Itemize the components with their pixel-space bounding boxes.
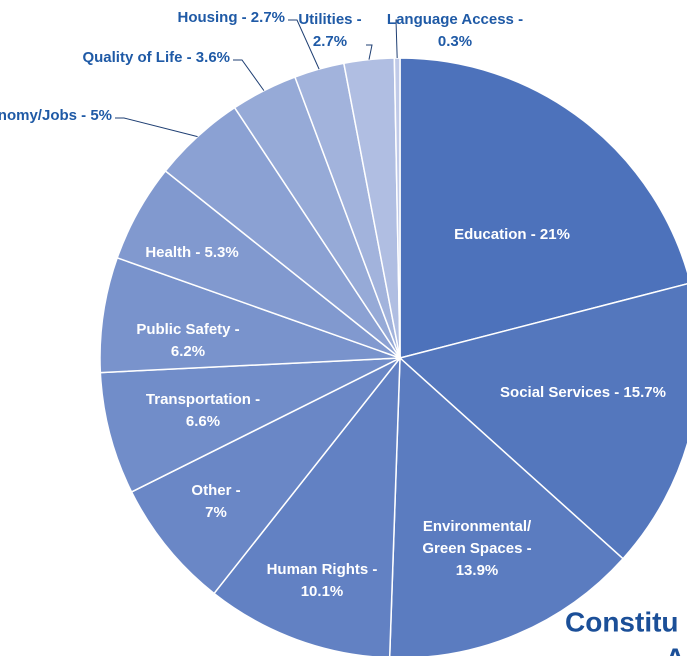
label-line: Other - xyxy=(191,482,240,499)
pie-slice xyxy=(99,256,401,374)
slice-label: Health - 5.3% xyxy=(145,244,238,261)
slice-label: Economy/Jobs - 5% xyxy=(0,107,112,124)
pie-slice xyxy=(99,357,401,493)
label-line: Social Services - 15.7% xyxy=(500,384,666,401)
slice-label: Public Safety - 6.2% xyxy=(136,321,239,360)
slice-label: Language Access - 0.3% xyxy=(387,11,523,50)
label-line: Quality of Life - 3.6% xyxy=(82,49,230,66)
slice-label: Utilities - 2.7% xyxy=(298,11,361,50)
slice-label: Human Rights - 10.1% xyxy=(267,561,378,600)
label-line: Health - 5.3% xyxy=(145,244,238,261)
label-line: 13.9% xyxy=(456,562,499,579)
label-line: Green Spaces - xyxy=(422,540,531,557)
slice-label: Environmental/Green Spaces - 13.9% xyxy=(422,518,532,579)
leader-line xyxy=(115,117,198,138)
label-line: 2.7% xyxy=(313,33,347,50)
leader-line xyxy=(395,19,398,59)
slice-label: Education - 21% xyxy=(454,226,570,243)
label-line: Education - 21% xyxy=(454,226,570,243)
label-line: 6.2% xyxy=(171,343,205,360)
leader-line xyxy=(288,19,320,70)
label-line: Environmental/ xyxy=(423,518,532,535)
label-line: 6.6% xyxy=(186,413,220,430)
pie-slice xyxy=(213,355,401,656)
label-line: Language Access - xyxy=(387,11,523,28)
pie-slice xyxy=(393,57,401,359)
label-line: Economy/Jobs - 5% xyxy=(0,107,112,124)
label-line: Housing - 2.7% xyxy=(177,9,285,26)
leader-line xyxy=(233,59,265,91)
leader-line xyxy=(366,44,373,60)
slice-label: Social Services - 15.7% xyxy=(500,384,666,401)
label-line: 0.3% xyxy=(438,33,472,50)
slice-label: Housing - 2.7% xyxy=(177,9,285,26)
title-fragment: Constitu xyxy=(565,606,679,637)
pie-slice xyxy=(399,57,687,359)
slice-label: Other - 7% xyxy=(191,482,240,521)
label-line: Transportation - xyxy=(146,391,260,408)
label-line: 7% xyxy=(205,504,227,521)
pie-slice xyxy=(398,283,687,560)
label-line: Public Safety - xyxy=(136,321,239,338)
label-line: 10.1% xyxy=(301,583,344,600)
slice-label: Transportation - 6.6% xyxy=(146,391,260,430)
label-line: Utilities - xyxy=(298,11,361,28)
slice-label: Quality of Life - 3.6% xyxy=(82,49,230,66)
label-line: Human Rights - xyxy=(267,561,378,578)
pie-slice xyxy=(388,356,625,656)
pie-slice xyxy=(130,357,401,595)
title-fragment: A xyxy=(665,642,685,656)
